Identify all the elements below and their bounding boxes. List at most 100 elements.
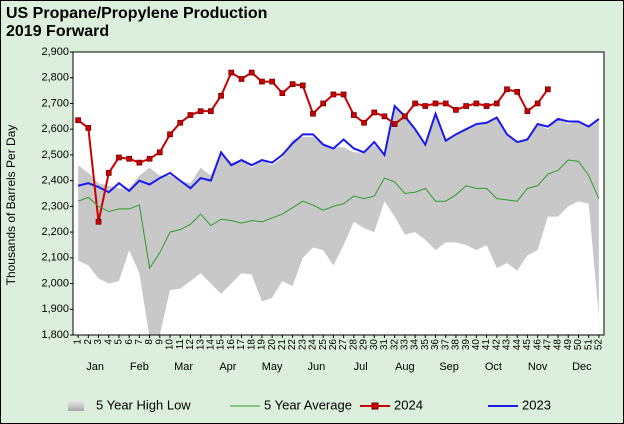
series-marker bbox=[156, 149, 163, 156]
x-tick-label: 49 bbox=[563, 339, 574, 351]
x-tick-label: 10 bbox=[165, 339, 176, 351]
x-tick-label: 12 bbox=[185, 339, 196, 351]
x-tick-label: 52 bbox=[594, 339, 605, 351]
x-tick-label: 25 bbox=[318, 339, 329, 351]
series-line bbox=[77, 104, 600, 194]
series-marker bbox=[340, 91, 347, 98]
series-marker bbox=[473, 100, 480, 107]
y-tick-label: 2,700 bbox=[41, 97, 69, 109]
x-tick-label: 14 bbox=[205, 339, 216, 351]
series-marker bbox=[208, 108, 214, 115]
x-tick-label: 1 bbox=[73, 339, 84, 345]
x-tick-label: 11 bbox=[175, 339, 186, 350]
x-tick-label: 42 bbox=[491, 339, 502, 351]
x-tick-label: 4 bbox=[103, 339, 114, 345]
month-label: Nov bbox=[528, 361, 548, 373]
series-marker bbox=[218, 92, 224, 99]
x-tick-label: 37 bbox=[440, 339, 451, 351]
y-tick-label: 2,500 bbox=[41, 149, 69, 161]
x-tick-label: 6 bbox=[124, 339, 135, 345]
month-label: Mar bbox=[174, 361, 193, 373]
series-marker bbox=[493, 100, 500, 107]
month-label: Jan bbox=[86, 361, 104, 373]
series-marker bbox=[299, 82, 306, 89]
x-tick-label: 9 bbox=[154, 339, 165, 345]
series-marker bbox=[289, 81, 296, 88]
x-tick-label: 43 bbox=[502, 339, 513, 351]
month-label: Feb bbox=[130, 361, 149, 373]
x-tick-label: 5 bbox=[114, 339, 125, 345]
x-tick-label: 21 bbox=[277, 339, 288, 351]
x-tick-label: 17 bbox=[236, 339, 247, 351]
series-marker bbox=[350, 112, 357, 118]
x-tick-label: 40 bbox=[471, 339, 482, 351]
series-marker bbox=[238, 76, 245, 82]
month-label: Oct bbox=[485, 361, 502, 373]
x-tick-label: 23 bbox=[297, 339, 308, 351]
x-tick-label: 2 bbox=[83, 339, 94, 345]
series-marker bbox=[320, 100, 327, 107]
series-line bbox=[77, 159, 600, 270]
chart-title: US Propane/Propylene Production bbox=[6, 5, 267, 22]
series-marker bbox=[432, 100, 439, 107]
x-tick-label: 45 bbox=[522, 339, 533, 351]
x-tick-label: 50 bbox=[573, 339, 584, 351]
series-marker bbox=[453, 107, 459, 113]
series-marker bbox=[197, 108, 204, 115]
x-tick-label: 34 bbox=[410, 339, 421, 351]
series-marker bbox=[330, 91, 337, 98]
x-tick-label: 46 bbox=[532, 339, 543, 351]
x-tick-label: 22 bbox=[287, 339, 298, 351]
series-marker bbox=[442, 100, 449, 107]
series-marker bbox=[105, 170, 112, 176]
series-marker bbox=[279, 90, 286, 97]
y-axis-label: Thousands of Barrels Per Day bbox=[4, 125, 18, 286]
series-marker bbox=[187, 112, 194, 118]
series-marker bbox=[391, 121, 398, 127]
series-marker bbox=[402, 113, 408, 120]
x-tick-label: 38 bbox=[451, 339, 462, 351]
x-tick-label: 51 bbox=[583, 339, 594, 351]
legend-label: 2024 bbox=[394, 397, 423, 412]
y-tick-label: 2,900 bbox=[41, 46, 69, 58]
series-marker bbox=[483, 103, 490, 109]
y-tick-label: 2,300 bbox=[41, 200, 69, 212]
series-marker bbox=[177, 119, 184, 126]
series-marker bbox=[248, 69, 255, 76]
series-marker bbox=[544, 86, 551, 93]
month-label: May bbox=[262, 361, 283, 373]
legend-label: 5 Year High Low bbox=[96, 397, 191, 412]
series-marker bbox=[504, 86, 510, 93]
series-marker bbox=[412, 100, 418, 107]
legend-swatch bbox=[68, 401, 84, 411]
x-tick-label: 18 bbox=[246, 339, 257, 351]
x-tick-label: 16 bbox=[226, 339, 237, 351]
series-marker bbox=[75, 117, 81, 124]
x-tick-label: 3 bbox=[93, 339, 104, 345]
series-marker bbox=[259, 78, 265, 85]
series-marker bbox=[361, 119, 367, 126]
series-marker bbox=[422, 103, 429, 109]
x-tick-label: 44 bbox=[512, 339, 523, 351]
y-tick-label: 2,600 bbox=[41, 123, 69, 135]
x-tick-label: 33 bbox=[400, 339, 411, 351]
x-tick-label: 47 bbox=[542, 339, 553, 351]
x-tick-label: 15 bbox=[216, 339, 227, 351]
x-tick-label: 26 bbox=[328, 339, 339, 351]
y-tick-label: 2,800 bbox=[41, 72, 69, 84]
month-label: Dec bbox=[572, 361, 592, 373]
series-marker bbox=[310, 110, 316, 117]
x-tick-label: 32 bbox=[389, 339, 400, 351]
month-label: Jul bbox=[354, 361, 368, 373]
x-tick-label: 24 bbox=[308, 339, 319, 351]
x-tick-label: 8 bbox=[144, 339, 155, 345]
plot-layer bbox=[75, 69, 600, 335]
series-marker bbox=[85, 125, 92, 131]
x-tick-label: 7 bbox=[134, 339, 145, 345]
series-marker bbox=[136, 159, 143, 166]
x-tick-label: 35 bbox=[420, 339, 431, 351]
series-marker bbox=[381, 113, 388, 120]
series-marker bbox=[371, 109, 378, 116]
